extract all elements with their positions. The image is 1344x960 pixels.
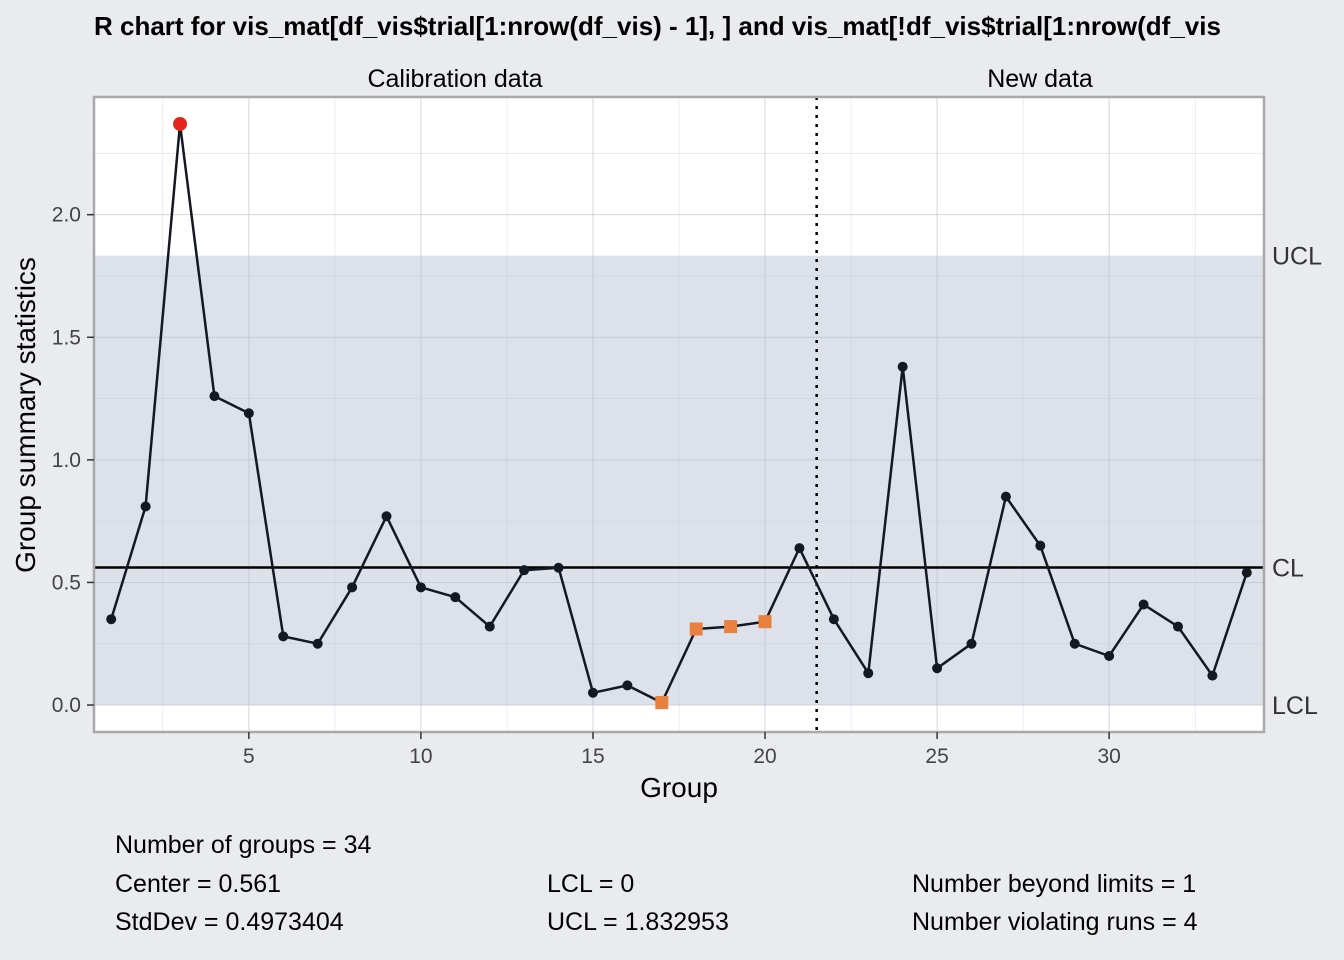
stat-ucl: UCL = 1.832953 — [547, 908, 729, 936]
data-point — [1138, 599, 1149, 610]
data-point — [587, 687, 598, 698]
data-point — [1172, 621, 1183, 632]
data-point-violating-run — [655, 696, 669, 710]
data-point — [966, 638, 977, 649]
plot-area: 5 10 15 20 25 30 0.0 0.5 1.0 1.5 2.0 UCL CL LCL — [52, 95, 1322, 768]
section-label-new: New data — [987, 65, 1093, 93]
stat-groups: Number of groups = 34 — [115, 831, 372, 859]
stat-beyond-limits: Number beyond limits = 1 — [912, 870, 1197, 898]
x-tick-label: 25 — [925, 745, 948, 768]
series-line — [110, 122, 1248, 704]
data-point — [381, 511, 392, 522]
data-point — [1207, 670, 1218, 681]
data-point — [1035, 540, 1046, 551]
data-point — [897, 361, 908, 372]
data-point — [209, 391, 220, 402]
data-point — [450, 592, 461, 603]
data-point — [553, 562, 564, 573]
data-point — [484, 621, 495, 632]
ucl-label: UCL — [1272, 243, 1322, 271]
data-point — [622, 680, 633, 691]
data-point — [794, 543, 805, 554]
data-point — [1104, 650, 1115, 661]
chart-title: R chart for vis_mat[df_vis$trial[1:nrow(… — [94, 11, 1221, 41]
data-point — [1241, 567, 1252, 578]
data-point — [106, 614, 117, 625]
data-point — [1069, 638, 1080, 649]
y-tick-label: 1.5 — [52, 326, 81, 349]
x-tick-label: 10 — [409, 745, 432, 768]
data-point-violating-run — [758, 615, 772, 629]
stat-stddev: StdDev = 0.4973404 — [115, 908, 344, 936]
data-point — [519, 565, 530, 576]
x-tick-label: 15 — [581, 745, 604, 768]
section-label-calibration: Calibration data — [367, 65, 542, 93]
stat-lcl: LCL = 0 — [547, 870, 635, 898]
data-point — [1000, 491, 1011, 502]
y-tick-label: 0.0 — [52, 694, 81, 717]
data-point — [863, 668, 874, 679]
data-point — [278, 631, 289, 642]
data-point — [347, 582, 358, 593]
x-tick-label: 5 — [243, 745, 255, 768]
plot-border — [92, 95, 1266, 734]
stat-center: Center = 0.561 — [115, 870, 282, 898]
x-tick-label: 30 — [1097, 745, 1120, 768]
x-tick-label: 20 — [753, 745, 776, 768]
y-tick-label: 1.0 — [52, 449, 81, 472]
data-point — [312, 638, 323, 649]
x-axis-label: Group — [640, 772, 718, 803]
stat-violating-runs: Number violating runs = 4 — [912, 908, 1198, 936]
data-point — [243, 408, 254, 419]
data-point — [140, 501, 151, 512]
data-point — [932, 663, 943, 674]
data-point — [415, 582, 426, 593]
data-point-violating-run — [689, 622, 703, 636]
lcl-label: LCL — [1272, 692, 1318, 720]
y-tick-label: 0.5 — [52, 571, 81, 594]
y-tick-label: 2.0 — [52, 204, 81, 227]
data-point — [828, 614, 839, 625]
data-point-violating-run — [724, 620, 738, 634]
cl-label: CL — [1272, 554, 1304, 582]
y-axis-label: Group summary statistics — [10, 257, 41, 573]
data-point-beyond-limits — [173, 116, 188, 131]
